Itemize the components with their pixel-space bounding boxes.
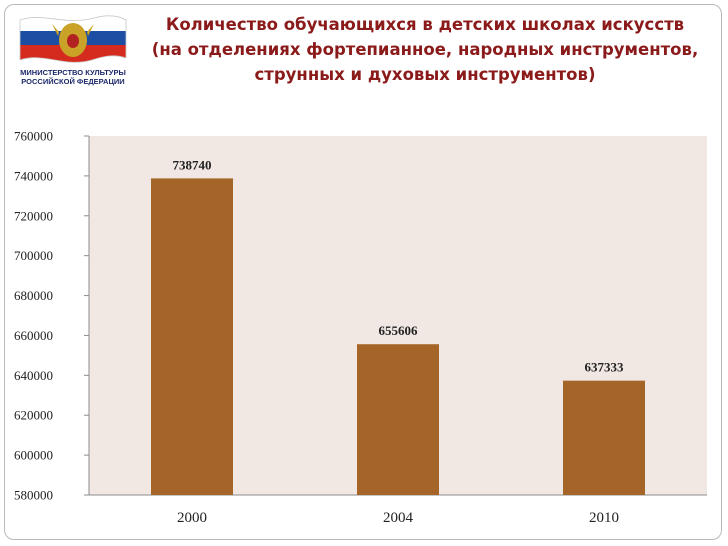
logo-caption-line-2: РОССИЙСКОЙ ФЕДЕРАЦИИ (21, 77, 125, 86)
y-tick-label: 680000 (14, 288, 53, 303)
data-label-2010: 637333 (585, 360, 625, 375)
bar-2000 (151, 178, 233, 495)
x-tick-label: 2010 (589, 510, 619, 526)
slide-frame (4, 4, 722, 540)
y-tick-label: 740000 (14, 168, 53, 183)
chart-title-line-2: (на отделениях фортепианное, народных ин… (151, 40, 699, 59)
logo-caption-line-1: МИНИСТЕРСТВО КУЛЬТУРЫ (20, 68, 126, 77)
bars: 738740 655606 637333 (151, 157, 645, 495)
x-tick-label: 2000 (177, 510, 207, 526)
bar-2010 (563, 380, 645, 495)
y-tick-label: 580000 (14, 488, 53, 503)
chart-title-line-3: струнных и духовых инструментов) (254, 65, 596, 84)
flag-emblem-icon (19, 15, 127, 63)
y-tick-label: 760000 (14, 129, 53, 144)
y-tick-label: 640000 (14, 368, 53, 383)
logo-caption: МИНИСТЕРСТВО КУЛЬТУРЫ РОССИЙСКОЙ ФЕДЕРАЦ… (14, 68, 132, 86)
bar-2004 (357, 344, 439, 495)
data-label-2004: 655606 (379, 323, 419, 338)
y-tick-label: 720000 (14, 208, 53, 223)
y-axis: 580000 600000 620000 640000 660000 680000 7000… (14, 129, 89, 503)
y-tick-label: 700000 (14, 248, 53, 263)
data-label-2000: 738740 (173, 157, 212, 172)
x-axis: 2000 2004 2010 (177, 510, 619, 526)
x-tick-label: 2004 (383, 510, 414, 526)
y-tick-label: 620000 (14, 408, 53, 423)
y-tick-label: 660000 (14, 328, 53, 343)
chart-title-line-1: Количество обучающихся в детских школах … (165, 15, 685, 34)
chart-title: Количество обучающихся в детских школах … (136, 12, 714, 87)
ministry-logo: МИНИСТЕРСТВО КУЛЬТУРЫ РОССИЙСКОЙ ФЕДЕРАЦ… (14, 12, 132, 96)
y-tick-label: 600000 (14, 448, 53, 463)
